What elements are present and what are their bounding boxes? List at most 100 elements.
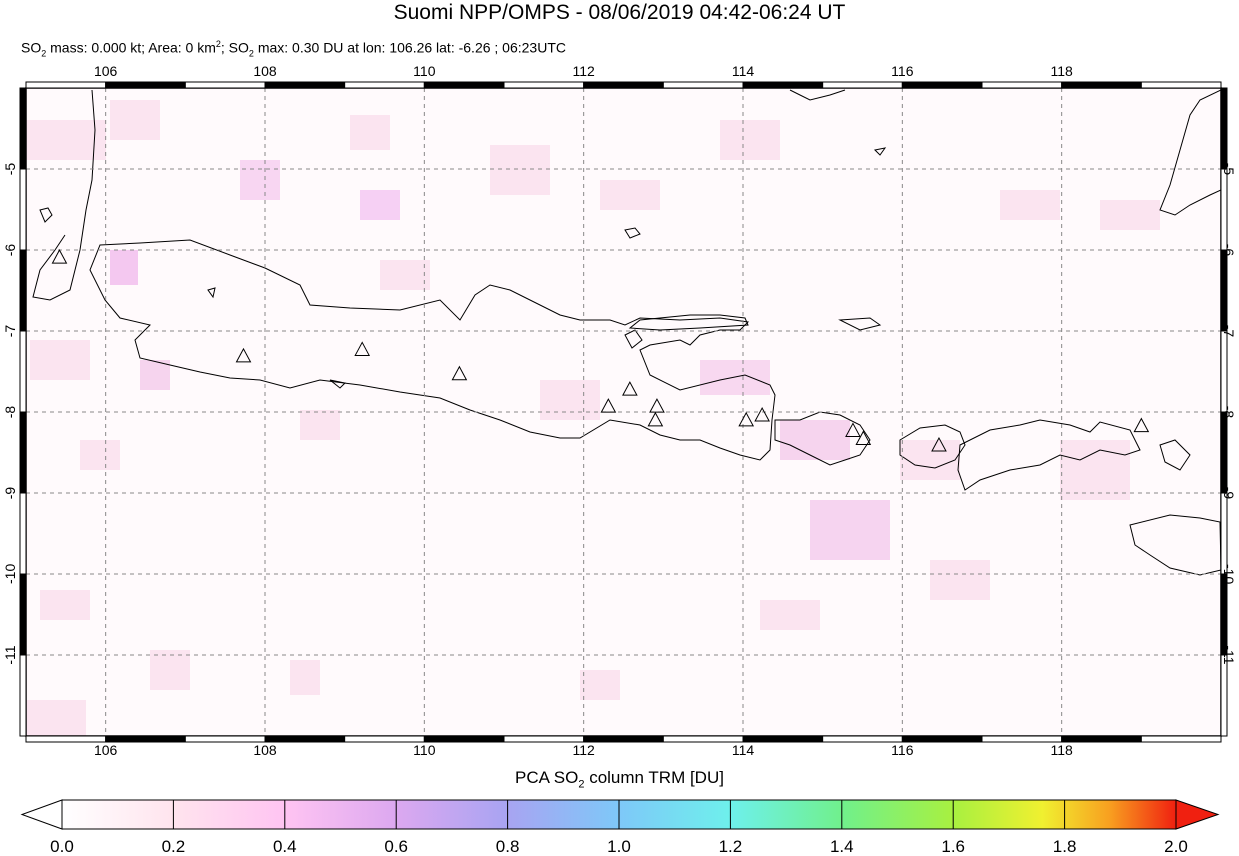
lon-tick-label: 108 [253,742,277,758]
lat-tick-label: -11 [2,645,18,665]
border-bar-segment [19,330,27,413]
gridlines [26,88,1221,736]
colorbar-tick-label: 1.4 [829,837,854,856]
lat-tick-label: -9 [2,486,18,500]
lon-tick-label: 116 [891,742,914,758]
coast-borneo [789,89,846,101]
lon-tick-label: 110 [413,742,436,758]
coast-java [89,239,776,461]
border-bar-segment [105,81,186,89]
volcano-icon [738,411,755,427]
border-bar-segment [19,249,27,332]
border-bar-segment [1220,411,1228,494]
lat-tick-label: -5 [2,162,18,176]
border-bar-segment [583,81,664,89]
volcano-icon [354,341,371,356]
volcano-icon [1133,417,1150,433]
border-bar-segment [19,654,27,737]
border-bar-segment [1220,87,1228,170]
colorbar-under-arrow [20,799,63,830]
volcano-icon [235,347,252,363]
colorbar-tick-label: 1.0 [607,837,631,856]
border-bar-segment [503,81,585,89]
border-bar-segment [1061,81,1142,89]
border-bar-segment [1220,330,1228,413]
border-bar-segment [901,81,983,89]
volcano-icon [931,436,947,452]
border-bar-segment [344,81,425,89]
border-bar-segment [264,81,346,89]
coast-sumbawa [957,419,1141,491]
border-bar-segment [1140,735,1222,743]
border-bar-segment [19,411,27,494]
volcano-icon [845,422,861,437]
volcano-icon [855,430,872,446]
colorbar-label: PCA SO2 column TRM [DU] [515,768,724,791]
border-bar-segment [1140,81,1222,89]
lon-tick-label: 116 [891,63,914,79]
lat-tick-label: -11 [1221,645,1237,665]
coast-sumatra [32,89,96,301]
coast-sumba [1129,514,1221,576]
lat-tick-label: -7 [1221,324,1237,338]
border-bar-segment [19,492,27,575]
lat-tick-label: -6 [1221,243,1237,257]
volcano-icon [600,398,617,413]
colorbar-tick-label: 0.0 [50,837,74,856]
coast-lombok [899,424,966,469]
colorbar-tick-label: 2.0 [1164,837,1188,856]
lat-tick-label: -10 [1221,564,1237,585]
lat-tick-label: -10 [2,563,18,584]
colorbar-tick-label: 0.8 [495,837,520,856]
coast-madura [628,314,749,331]
lon-tick-label: 106 [93,742,118,758]
lat-tick-label: -6 [2,243,18,257]
border-bar-segment [662,81,744,89]
border-bar-segment [19,168,27,251]
colorbar-tick-label: 0.4 [272,837,297,856]
volcano-icon [649,398,665,413]
lon-tick-label: 108 [253,63,277,79]
frame-border-bars [19,81,1228,743]
map-subtitle: SO2 mass: 0.000 kt; Area: 0 km2; SO2 max… [21,39,566,59]
border-bar-segment [1220,492,1228,575]
border-bar-segment [1220,168,1228,251]
colorbar [20,799,1220,830]
volcano-icon [622,381,638,396]
border-bar-segment [1220,573,1228,656]
lon-tick-label: 118 [1050,742,1073,758]
so2-pixels [26,100,1160,736]
lat-tick-label: -7 [2,324,18,338]
coast-sulawesi [1159,89,1221,216]
border-bar-segment [1220,654,1228,737]
colorbar-tick-marks [61,800,1177,829]
colorbar-tick-label: 0.6 [384,837,408,856]
volcano-icon [647,411,664,427]
border-bar-segment [423,81,505,89]
lon-tick-label: 114 [731,742,755,758]
colorbar-tick-label: 1.6 [941,837,965,856]
colorbar-tick-label: 1.8 [1052,837,1077,856]
volcano-markers [51,249,1150,452]
lon-tick-label: 112 [572,63,595,79]
volcano-icon [51,249,68,264]
border-bar-segment [742,81,824,89]
lon-tick-label: 118 [1050,63,1073,79]
volcano-icon [451,365,468,381]
border-bar-segment [19,87,27,170]
colorbar-over-arrow [1175,799,1220,830]
lat-tick-label: -5 [1221,162,1237,176]
border-bar-segment [184,81,266,89]
lon-tick-label: 110 [413,63,436,79]
lon-tick-label: 112 [572,742,595,758]
border-bar-segment [981,81,1063,89]
lat-tick-label: -8 [1221,405,1237,419]
border-bar-segment [822,81,903,89]
colorbar-tick-label: 0.2 [161,837,186,856]
lon-tick-label: 106 [93,63,118,79]
volcano-icon [754,406,770,422]
border-bar-segment [19,573,27,656]
lat-tick-label: -9 [1221,486,1237,500]
border-bar-segment [25,81,107,89]
